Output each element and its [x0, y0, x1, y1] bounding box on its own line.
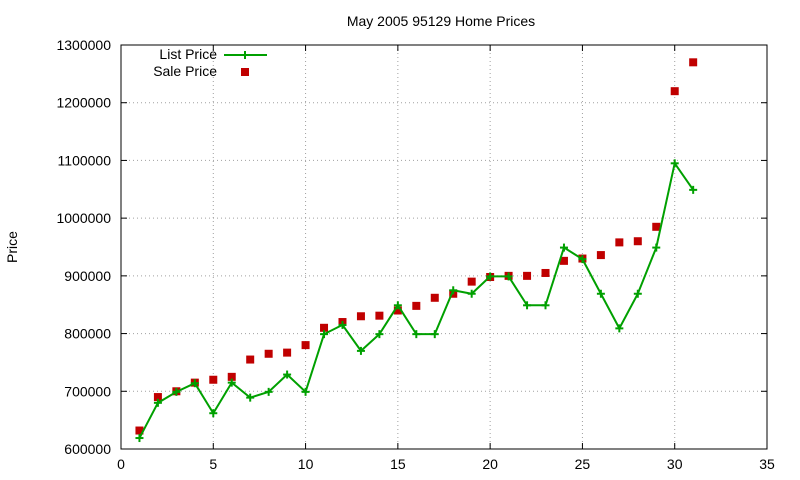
y-tick-label: 1200000: [56, 95, 111, 111]
axis-tick-labels: 0 5 10 15 20 25 30 35 600000 700000 800000 900000 10…: [56, 37, 775, 472]
sale-price-point: [209, 375, 218, 384]
legend-label-sale-price: Sale Price: [153, 63, 217, 79]
list-price-point: [486, 272, 495, 281]
list-price-point: [559, 243, 568, 252]
list-price-point: [523, 301, 532, 310]
sale-price-point: [541, 268, 550, 277]
y-tick-label: 800000: [64, 326, 111, 342]
list-price-point: [264, 387, 273, 396]
sale-price-point: [615, 238, 624, 247]
legend-sample-sale-price: [241, 68, 249, 76]
list-price-point: [190, 379, 199, 388]
list-price-point: [615, 324, 624, 333]
legend: List Price Sale Price: [153, 46, 267, 79]
list-price-point: [301, 387, 310, 396]
list-price-point: [153, 398, 162, 407]
list-price-point: [578, 255, 587, 264]
list-price-point: [541, 301, 550, 310]
list-price-point: [227, 378, 236, 387]
x-tick-label: 35: [759, 456, 775, 472]
series: [135, 58, 698, 443]
sale-price-point: [356, 312, 365, 321]
list-price-point: [135, 434, 144, 443]
axis-ticks: [120, 44, 768, 450]
list-price-point: [375, 330, 384, 339]
list-price-point: [320, 330, 329, 339]
sale-price-point: [301, 341, 310, 350]
sale-price-point: [227, 372, 236, 381]
sale-price-point: [559, 256, 568, 265]
plot-area-frame: [120, 44, 768, 450]
list-price-point: [430, 330, 439, 339]
x-tick-label: 30: [667, 456, 683, 472]
y-tick-label: 1000000: [56, 210, 111, 226]
sale-price-point: [633, 237, 642, 246]
list-price-point: [652, 243, 661, 252]
sale-price-point: [135, 426, 144, 435]
sale-price-point: [246, 355, 255, 364]
x-tick-label: 15: [390, 456, 406, 472]
sale-price-point: [689, 58, 698, 67]
list-price-point: [504, 272, 513, 281]
list-price-point: [449, 286, 458, 295]
sale-price-point: [393, 306, 402, 315]
list-price-point: [633, 289, 642, 298]
sale-price-point: [283, 348, 292, 357]
list-price-point: [283, 370, 292, 379]
list-price-point: [356, 346, 365, 355]
y-axis-label: Price: [4, 231, 20, 263]
sale-price-point: [264, 349, 273, 358]
sale-price-point: [153, 393, 162, 402]
sale-price-point: [670, 87, 679, 96]
sale-price-point: [467, 277, 476, 286]
list-price-point: [412, 330, 421, 339]
sale-price-point: [320, 323, 329, 332]
sale-price-point: [596, 251, 605, 260]
y-tick-label: 1300000: [56, 37, 111, 53]
list-price-line: [138, 160, 694, 439]
list-price-point: [393, 301, 402, 310]
list-price-point: [209, 409, 218, 418]
list-price-point: [172, 387, 181, 396]
list-price-point: [670, 159, 679, 168]
sale-price-point: [430, 293, 439, 302]
list-price-point: [596, 289, 605, 298]
list-price-point: [689, 185, 698, 194]
x-tick-label: 0: [117, 456, 125, 472]
sale-price-point: [652, 222, 661, 231]
chart-title: May 2005 95129 Home Prices: [347, 13, 535, 29]
list-price-point: [246, 393, 255, 402]
x-tick-label: 5: [209, 456, 217, 472]
list-price-point: [338, 320, 347, 329]
x-tick-label: 20: [482, 456, 498, 472]
y-tick-label: 600000: [64, 441, 111, 457]
sale-price-point: [412, 301, 421, 310]
list-price-point: [467, 289, 476, 298]
y-tick-label: 1100000: [58, 152, 112, 168]
y-tick-label: 700000: [64, 383, 111, 399]
legend-sample-list-price: [224, 51, 267, 59]
x-tick-label: 10: [298, 456, 314, 472]
x-tick-label: 25: [575, 456, 591, 472]
sale-price-point: [375, 311, 384, 320]
legend-label-list-price: List Price: [159, 46, 217, 62]
grid: [121, 45, 767, 449]
sale-price-point: [523, 271, 532, 280]
y-tick-label: 900000: [64, 268, 111, 284]
